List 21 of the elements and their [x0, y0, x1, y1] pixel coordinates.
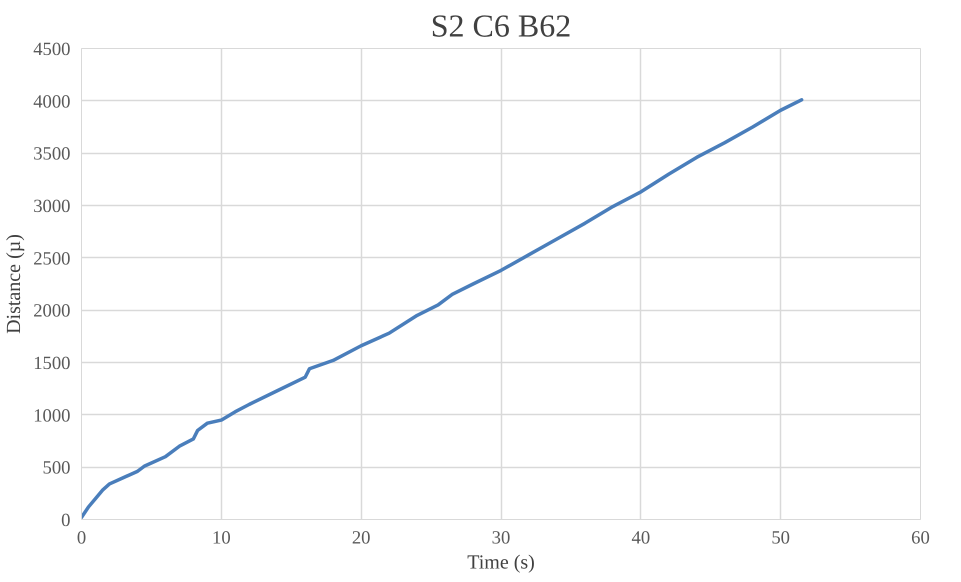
- y-tick-label: 1000: [33, 405, 70, 426]
- y-tick-label: 3000: [33, 196, 70, 217]
- y-tick-label: 500: [42, 458, 70, 479]
- x-tick-label: 40: [632, 528, 650, 548]
- y-tick-label: 0: [61, 510, 70, 531]
- y-tick-label: 4500: [33, 39, 70, 60]
- x-tick-label: 0: [76, 528, 86, 548]
- x-tick-label: 60: [911, 528, 930, 548]
- y-tick-label: 4000: [33, 91, 70, 112]
- y-tick-label: 3500: [33, 144, 70, 165]
- y-tick-label: 1500: [33, 353, 70, 374]
- x-tick-label: 20: [352, 528, 370, 548]
- x-tick-label: 50: [771, 528, 790, 548]
- chart-title: S2 C6 B62: [430, 8, 572, 44]
- y-tick-label: 2500: [33, 248, 70, 270]
- y-axis-title: Distance (µ): [3, 234, 26, 334]
- x-axis-title: Time (s): [467, 552, 535, 574]
- x-tick-label: 30: [492, 528, 510, 548]
- y-tick-label: 2000: [33, 300, 70, 322]
- line-series: [82, 98, 804, 520]
- x-tick-label: 10: [212, 528, 231, 548]
